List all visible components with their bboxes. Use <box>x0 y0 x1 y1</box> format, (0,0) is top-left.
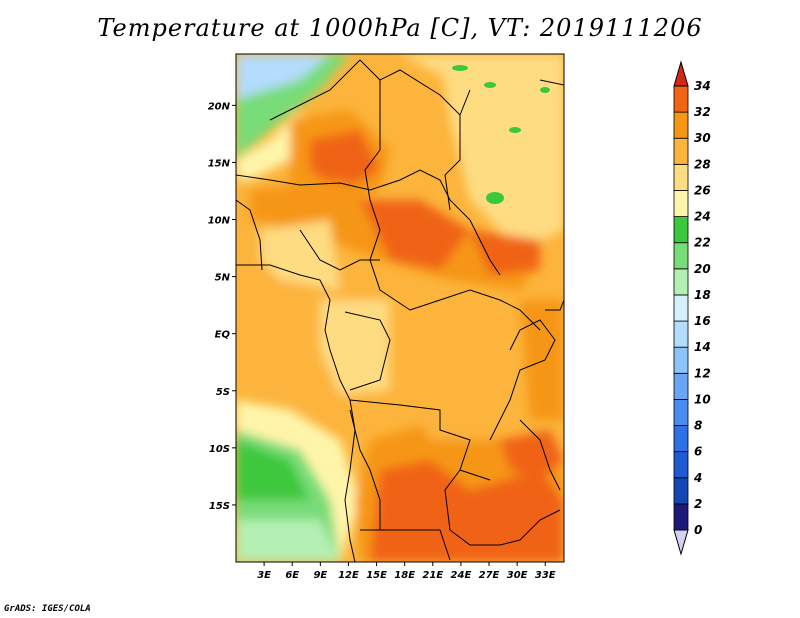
temperature-field <box>236 54 564 562</box>
lon-tick-label: 33E <box>535 570 556 581</box>
lon-tick-label: 6E <box>285 570 299 581</box>
longitude-ticks: 3E 6E 9E 12E 15E 18E 21E 24E 27E 30E 33E <box>257 562 556 581</box>
colorbar-segment <box>673 372 689 400</box>
colorbar-label: 20 <box>694 262 711 276</box>
lon-tick-label: 18E <box>394 570 415 581</box>
lat-tick-label: 10N <box>208 216 231 227</box>
colorbar-label: 14 <box>694 340 711 354</box>
colorbar-label: 30 <box>694 131 711 145</box>
lon-tick-label: 27E <box>479 570 500 581</box>
lat-tick-label: 5N <box>215 273 231 284</box>
lon-tick-label: 3E <box>257 570 271 581</box>
colorbar-label: 22 <box>694 236 711 250</box>
lat-tick-label: 20N <box>208 101 231 112</box>
grads-credit: GrADS: IGES/COLA <box>4 604 91 614</box>
colorbar-label: 32 <box>694 105 711 119</box>
colorbar-label: 2 <box>694 497 702 511</box>
lon-tick-label: 9E <box>313 570 327 581</box>
colorbar-label: 12 <box>694 366 711 380</box>
colorbar-segment <box>673 399 689 426</box>
colorbar-label: 0 <box>694 523 702 537</box>
colorbar-label: 6 <box>694 445 702 459</box>
lat-tick-label: 15N <box>208 158 231 169</box>
colorbar-segment <box>673 190 689 217</box>
lat-tick-label: 10S <box>209 444 230 455</box>
lon-tick-label: 30E <box>507 570 528 581</box>
colorbar-segment <box>673 477 689 505</box>
colorbar-segment <box>673 242 689 270</box>
colorbar-segment <box>673 320 689 348</box>
colorbar-segment <box>673 425 689 453</box>
colorbar-high-triangle <box>673 60 689 87</box>
colorbar-label: 34 <box>694 79 711 93</box>
lon-tick-label: 15E <box>366 570 387 581</box>
lat-tick-label: 5S <box>216 387 230 398</box>
lon-tick-label: 21E <box>422 570 443 581</box>
colorbar-label: 24 <box>694 210 711 224</box>
colorbar-segment <box>673 216 689 244</box>
colorbar-segment <box>673 268 689 296</box>
map-frame <box>235 53 565 563</box>
colorbar-segment <box>673 503 689 531</box>
colorbar-segment <box>673 294 689 322</box>
lon-tick-label: 12E <box>338 570 359 581</box>
colorbar-label: 28 <box>694 157 711 171</box>
colorbar-low-triangle <box>673 529 689 556</box>
lat-tick-label: EQ <box>215 330 231 341</box>
plot-title: Temperature at 1000hPa [C], VT: 20191112… <box>97 14 703 42</box>
latitude-ticks: 20N 15N 10N 5N EQ 5S 10S 15S <box>208 101 236 512</box>
colorbar-label: 18 <box>694 288 711 302</box>
lon-tick-label: 24E <box>451 570 472 581</box>
colorbar-label: 4 <box>693 471 702 485</box>
colorbar-label: 8 <box>694 419 702 433</box>
colorbar-segment <box>673 85 689 113</box>
colorbar-segment <box>673 346 689 374</box>
lat-tick-label: 15S <box>209 501 230 512</box>
colorbar-segment <box>673 137 689 165</box>
colorbar-label: 26 <box>694 183 711 197</box>
colorbar-segment <box>673 451 689 479</box>
colorbar-label: 16 <box>694 314 711 328</box>
colorbar-segment <box>673 163 689 191</box>
colorbar-segment <box>673 111 689 139</box>
colorbar-label: 10 <box>694 392 711 406</box>
